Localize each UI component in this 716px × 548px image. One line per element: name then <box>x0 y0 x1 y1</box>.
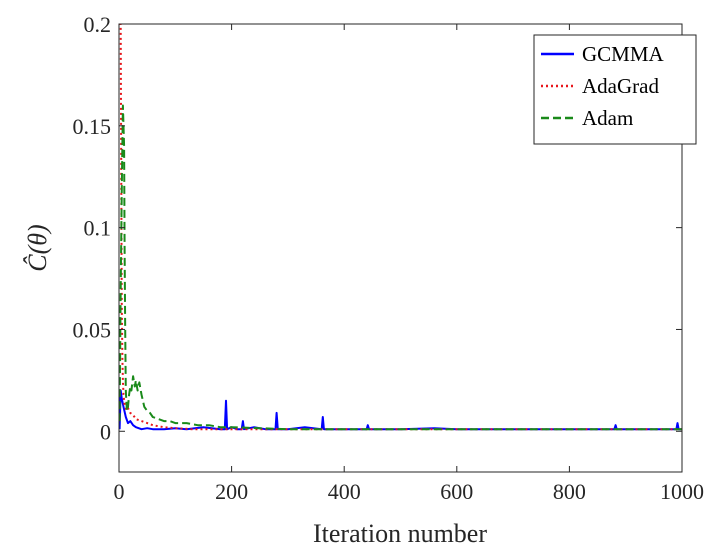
x-tick-label: 400 <box>328 479 361 504</box>
x-tick-label: 1000 <box>660 479 704 504</box>
x-tick-label: 200 <box>215 479 248 504</box>
x-tick-label: 0 <box>114 479 125 504</box>
y-tick-label: 0.1 <box>84 216 112 241</box>
legend-label-adam: Adam <box>582 106 633 130</box>
y-tick-label: 0.15 <box>73 114 112 139</box>
series-layer <box>119 24 682 431</box>
y-tick-label: 0.2 <box>84 12 112 37</box>
y-axis-label: Ĉ(θ) <box>23 224 52 271</box>
x-axis-label: Iteration number <box>313 519 487 548</box>
legend-label-gcmma: GCMMA <box>582 42 665 66</box>
series-line-adam <box>119 104 682 431</box>
y-tick-label: 0.05 <box>73 317 112 342</box>
y-tick-label: 0 <box>100 419 111 444</box>
legend: GCMMA AdaGrad Adam <box>533 34 697 145</box>
x-tick-label: 600 <box>440 479 473 504</box>
plot-frame <box>118 23 683 473</box>
ticks-layer: 0 200 400 600 800 1000 0 0.05 0.1 0.15 0.2 <box>73 12 705 504</box>
legend-label-adagrad: AdaGrad <box>582 74 659 98</box>
x-tick-label: 800 <box>553 479 586 504</box>
